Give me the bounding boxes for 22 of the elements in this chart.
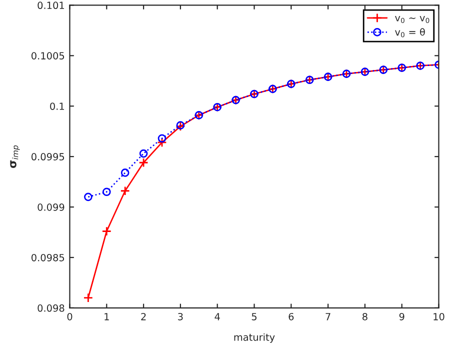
x-tick-label: 0 <box>67 312 72 320</box>
x-tick-label: 1 <box>104 313 109 320</box>
x-tick-label: 3 <box>178 312 183 320</box>
y-tick-label: 0.099 <box>38 204 64 211</box>
legend-label: v$_{0}$ = θ <box>395 28 425 38</box>
x-tick-label: 6 <box>288 312 294 320</box>
x-tick-label: 10 <box>434 312 444 320</box>
x-tick-label: 2 <box>141 312 146 320</box>
x-axis-title: maturity <box>234 333 275 343</box>
y-tick-label: 0.1005 <box>32 52 64 60</box>
y-tick-label: 0.1 <box>50 102 64 110</box>
legend-label: v$_{0}$ ~ v$_{0}$ <box>395 16 430 23</box>
y-axis-title: σ$_{imp}$ <box>10 145 20 168</box>
x-tick-label: 8 <box>362 312 368 320</box>
x-tick-label: 7 <box>326 313 330 320</box>
y-tick-label: 0.101 <box>38 2 64 10</box>
x-tick-label: 5 <box>252 313 256 320</box>
y-tick-label: 0.098 <box>38 304 64 312</box>
x-tick-label: 9 <box>399 312 404 320</box>
x-tick-label: 4 <box>214 313 220 320</box>
y-tick-label: 0.0985 <box>32 254 64 262</box>
y-tick-label: 0.0995 <box>32 153 64 160</box>
